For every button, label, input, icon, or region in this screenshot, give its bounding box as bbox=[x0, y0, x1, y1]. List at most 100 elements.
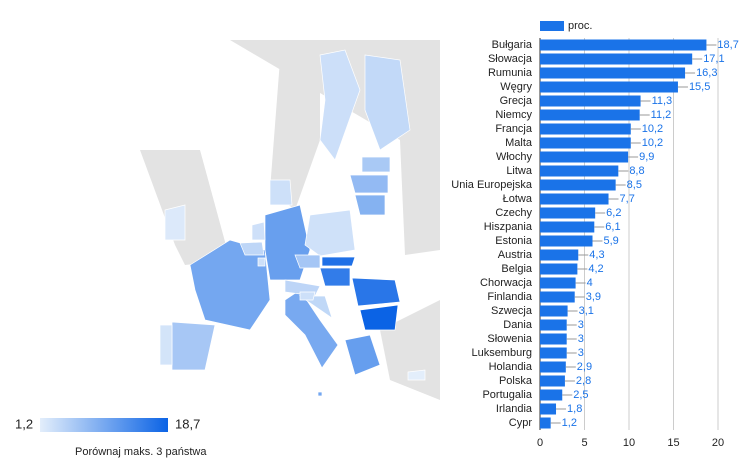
x-tick-label: 10 bbox=[623, 437, 635, 449]
legend-label: proc. bbox=[568, 20, 592, 32]
value-label: 6,2 bbox=[606, 207, 621, 219]
colorbar bbox=[40, 418, 168, 432]
value-label: 8,5 bbox=[627, 179, 642, 191]
y-tick-label: Cypr bbox=[509, 417, 533, 429]
bar bbox=[540, 53, 693, 65]
map-region bbox=[304, 209, 356, 257]
y-tick-label: Malta bbox=[505, 137, 533, 149]
value-label: 2,8 bbox=[576, 375, 591, 387]
map-region bbox=[361, 156, 391, 173]
value-label: 17,1 bbox=[703, 53, 724, 65]
value-label: 10,2 bbox=[642, 137, 663, 149]
y-tick-label: Irlandia bbox=[496, 403, 533, 415]
y-tick-label: Holandia bbox=[489, 361, 533, 373]
bar bbox=[540, 389, 563, 401]
bar bbox=[540, 249, 579, 261]
y-tick-label: Litwa bbox=[506, 165, 533, 177]
x-tick-label: 5 bbox=[581, 437, 587, 449]
bar bbox=[540, 333, 567, 345]
map-region bbox=[319, 267, 351, 287]
bar bbox=[540, 361, 566, 373]
map-region bbox=[344, 334, 381, 376]
colorbar-min: 1,2 bbox=[15, 416, 33, 431]
value-label: 2,5 bbox=[573, 389, 588, 401]
bar bbox=[540, 403, 557, 415]
bar bbox=[540, 179, 616, 191]
legend-swatch bbox=[540, 21, 564, 31]
bar bbox=[540, 39, 707, 51]
y-tick-label: Austria bbox=[498, 249, 533, 261]
map-region bbox=[321, 256, 356, 267]
map-region bbox=[257, 257, 266, 267]
y-tick-label: Czechy bbox=[495, 207, 532, 219]
value-label: 2,9 bbox=[577, 361, 592, 373]
y-tick-label: Finlandia bbox=[487, 291, 533, 303]
map-region bbox=[269, 179, 293, 206]
value-label: 9,9 bbox=[639, 151, 654, 163]
value-label: 18,7 bbox=[717, 39, 738, 51]
bar bbox=[540, 207, 596, 219]
non-eu-land bbox=[140, 40, 440, 400]
y-tick-label: Portugalia bbox=[482, 389, 532, 401]
map-region bbox=[364, 54, 411, 151]
bar bbox=[540, 151, 629, 163]
map-region bbox=[299, 291, 316, 301]
y-tick-label: Słowenia bbox=[487, 333, 533, 345]
value-label: 5,9 bbox=[604, 235, 619, 247]
y-tick-label: Szwecja bbox=[491, 305, 533, 317]
value-label: 6,1 bbox=[605, 221, 620, 233]
y-tick-label: Luksemburg bbox=[471, 347, 532, 359]
y-tick-label: Rumunia bbox=[488, 67, 533, 79]
value-label: 16,3 bbox=[696, 67, 717, 79]
value-label: 10,2 bbox=[642, 123, 663, 135]
y-tick-label: Belgia bbox=[501, 263, 532, 275]
value-label: 15,5 bbox=[689, 81, 710, 93]
value-label: 3,1 bbox=[579, 305, 594, 317]
x-tick-label: 15 bbox=[667, 437, 679, 449]
x-tick-label: 20 bbox=[712, 437, 724, 449]
value-label: 1,2 bbox=[562, 417, 577, 429]
y-tick-label: Francja bbox=[495, 123, 533, 135]
bar bbox=[540, 221, 595, 233]
bar bbox=[540, 347, 567, 359]
bar bbox=[540, 123, 631, 135]
bar bbox=[540, 375, 565, 387]
bar bbox=[540, 67, 686, 79]
bar bbox=[540, 291, 575, 303]
value-label: 4,2 bbox=[588, 263, 603, 275]
bar bbox=[540, 137, 631, 149]
map-region bbox=[164, 204, 186, 241]
bar bbox=[540, 263, 578, 275]
bar bbox=[540, 81, 678, 93]
map-region bbox=[239, 241, 265, 256]
map-region bbox=[349, 174, 389, 194]
map-region bbox=[294, 254, 321, 269]
colorbar-max: 18,7 bbox=[175, 416, 200, 431]
value-label: 3 bbox=[578, 347, 584, 359]
map-region bbox=[351, 277, 401, 307]
value-label: 3 bbox=[578, 333, 584, 345]
value-label: 11,2 bbox=[651, 109, 672, 121]
value-label: 7,7 bbox=[620, 193, 635, 205]
value-label: 4,3 bbox=[589, 249, 604, 261]
y-tick-label: Grecja bbox=[500, 95, 533, 107]
bar bbox=[540, 109, 640, 121]
map-region bbox=[407, 369, 426, 381]
x-tick-label: 0 bbox=[537, 437, 543, 449]
bar bbox=[540, 165, 619, 177]
y-tick-label: Chorwacja bbox=[480, 277, 533, 289]
y-tick-label: Estonia bbox=[495, 235, 533, 247]
y-tick-label: Hiszpania bbox=[484, 221, 533, 233]
map-region bbox=[251, 221, 266, 241]
map-region bbox=[319, 49, 361, 161]
map-region bbox=[359, 304, 399, 331]
y-tick-label: Unia Europejska bbox=[451, 179, 533, 191]
bar bbox=[540, 277, 576, 289]
y-tick-label: Polska bbox=[499, 375, 533, 387]
bar bbox=[540, 95, 641, 107]
bar bbox=[540, 193, 609, 205]
value-label: 8,8 bbox=[629, 165, 644, 177]
map-region bbox=[354, 194, 386, 216]
map-region bbox=[189, 239, 271, 331]
